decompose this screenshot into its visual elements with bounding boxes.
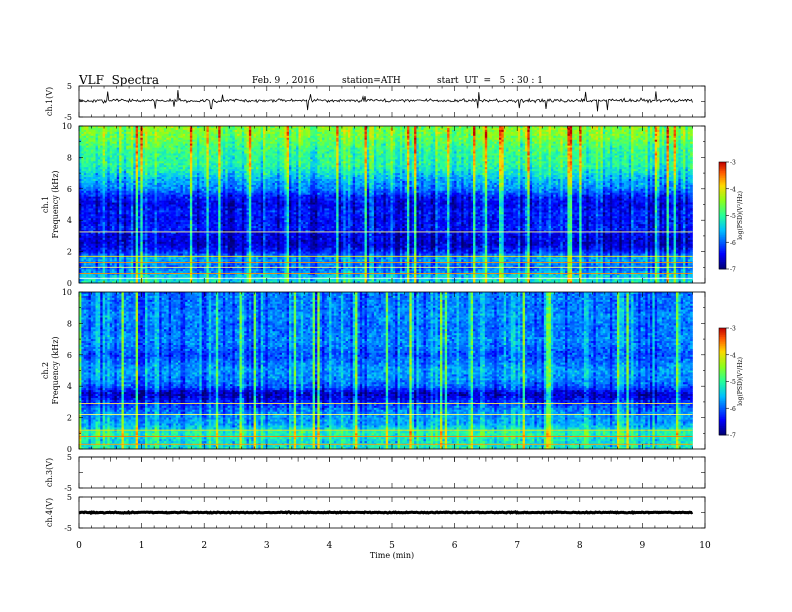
ch1-waveform-axes xyxy=(78,85,706,118)
colorbar-tick-label: -6 xyxy=(730,406,736,413)
xtick-label: 10 xyxy=(699,541,711,551)
ytick-label: 4 xyxy=(67,382,72,391)
ylabel: ch.3(V) xyxy=(45,458,54,487)
ch2-colorbar: -3 -4 -5 -6 -7 log(PSD)(V²/Hz) xyxy=(718,326,744,440)
ytick-label: -5 xyxy=(64,484,72,493)
xtick-label: 7 xyxy=(514,541,520,551)
xtick-label: 9 xyxy=(640,541,646,551)
xtick-label: 0 xyxy=(76,541,82,551)
ch1-colorbar: -3 -4 -5 -6 -7 log(PSD)(V²/Hz) xyxy=(718,160,744,274)
xtick-label: 3 xyxy=(264,541,270,551)
colorbar-tick-label: -3 xyxy=(730,160,736,167)
ytick-label: 5 xyxy=(67,453,72,462)
ylabel: ch.4(V) xyxy=(45,498,54,527)
ch1-spectrogram-axes xyxy=(78,125,706,284)
xtick-label: 4 xyxy=(327,541,333,551)
ch2-narrowband-lines xyxy=(79,403,693,445)
colorbar-label: log(PSD)(V²/Hz) xyxy=(737,357,744,406)
xtick-label: 6 xyxy=(452,541,458,551)
colorbar-tick-label: -6 xyxy=(730,240,736,247)
ch4-waveform-trace xyxy=(78,509,694,516)
colorbar-tick-label: -5 xyxy=(730,379,736,386)
ylabel: Frequency (kHz) xyxy=(51,170,60,238)
colorbar-tick-label: -4 xyxy=(730,352,736,359)
colorbar-label: log(PSD)(V²/Hz) xyxy=(737,191,744,240)
ytick-label: 10 xyxy=(62,288,72,297)
xaxis-label: Time (min) xyxy=(370,551,414,560)
xtick-label: 1 xyxy=(139,541,145,551)
ytick-label: 0 xyxy=(67,445,72,454)
ytick-label: 6 xyxy=(67,351,72,360)
ytick-label: -5 xyxy=(64,113,72,122)
ytick-label: 6 xyxy=(67,185,72,194)
ytick-label: 8 xyxy=(67,319,72,328)
chart-title: VLF Spectra xyxy=(79,73,159,87)
xtick-label: 8 xyxy=(577,541,583,551)
colorbar-tick-label: -7 xyxy=(730,433,736,440)
ch2-spectrogram-cells xyxy=(79,292,693,450)
ytick-label: 10 xyxy=(62,122,72,131)
ytick-label: 4 xyxy=(67,216,72,225)
ylabel: ch.1(V) xyxy=(45,87,54,116)
ytick-label: 8 xyxy=(67,153,72,162)
colorbar-tick-label: -4 xyxy=(730,186,736,193)
ytick-label: 2 xyxy=(67,248,72,257)
ytick-label: 2 xyxy=(67,414,72,423)
ylabel: ch.1 xyxy=(41,196,50,213)
colorbar-tick-label: -7 xyxy=(730,267,736,274)
ylabel: ch.2 xyxy=(41,362,50,379)
start-time-label: start UT = 5 : 30 : 1 xyxy=(437,76,543,86)
ch4-waveform-axes xyxy=(78,496,706,529)
xtick-label: 2 xyxy=(201,541,207,551)
ch3-waveform-axes xyxy=(78,456,706,489)
colorbar-tick-label: -5 xyxy=(730,213,736,220)
ytick-label: -5 xyxy=(64,524,72,533)
ch1-narrowband-lines xyxy=(79,231,693,279)
ytick-label: 5 xyxy=(67,493,72,502)
ytick-label: 0 xyxy=(67,279,72,288)
date-label: Feb. 9 , 2016 xyxy=(252,76,315,86)
station-label: station=ATH xyxy=(342,76,401,86)
ch1-spectrogram-cells xyxy=(79,126,693,284)
colorbar-tick-label: -3 xyxy=(730,326,736,333)
ylabel: Frequency (kHz) xyxy=(51,336,60,404)
ch2-spectrogram-axes xyxy=(78,291,706,450)
ytick-label: 5 xyxy=(67,82,72,91)
xtick-label: 5 xyxy=(389,541,395,551)
ch1-waveform-trace xyxy=(78,90,693,112)
